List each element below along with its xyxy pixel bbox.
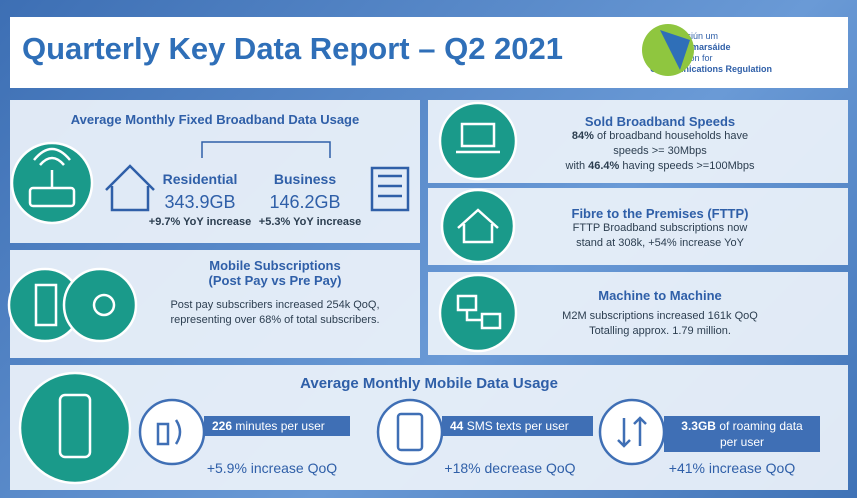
panel-title: Fibre to the Premises (FTTP) <box>571 206 749 221</box>
value: 343.9GB <box>164 192 236 212</box>
text: stand at 308k, +54% increase YoY <box>576 237 744 249</box>
title: Quarterly Key Data Report – Q2 2021 <box>22 31 564 66</box>
sold-speeds: Sold Broadband Speeds 84% of broadband h… <box>525 114 795 174</box>
text: Totalling approx. 1.79 million. <box>589 325 731 337</box>
text: Post pay subscribers increased 254k QoQ, <box>170 299 380 311</box>
fibre-icon <box>440 188 516 264</box>
m2m-icon <box>438 273 518 353</box>
panel-title: Average Monthly Mobile Data Usage <box>300 375 558 392</box>
item-bar: 226 minutes per user <box>204 416 350 436</box>
logo-icon <box>642 24 694 76</box>
label: Residential <box>162 171 238 187</box>
item-icon <box>376 398 444 466</box>
mobile-icon <box>18 371 132 485</box>
highlight: 46.4% <box>588 160 620 172</box>
text: representing over 68% of total subscribe… <box>170 314 380 326</box>
item-change: +5.9% increase QoQ <box>206 460 338 476</box>
panel-title: Average Monthly Fixed Broadband Data Usa… <box>70 112 360 127</box>
text: having speeds >=100Mbps <box>622 160 755 172</box>
text: FTTP Broadband subscriptions now <box>572 222 748 234</box>
item-bar: 3.3GB of roaming data per user <box>664 416 820 452</box>
text: of broadband households have <box>597 130 749 142</box>
item-text: minutes per user <box>235 419 325 433</box>
value: 146.2GB <box>269 192 341 212</box>
change: +9.7% YoY increase <box>148 216 252 228</box>
m2m: Machine to Machine M2M subscriptions inc… <box>525 288 795 339</box>
item-value: 3.3GB <box>681 419 716 433</box>
speed-icon <box>438 101 518 181</box>
text: with 46.4% having speeds >=100Mbps <box>525 159 795 174</box>
house-icon <box>105 164 155 212</box>
text: M2M subscriptions increased 161k QoQ <box>562 310 758 322</box>
item-icon <box>138 398 206 466</box>
item-icon <box>598 398 666 466</box>
item-text: of roaming data per user <box>719 419 803 449</box>
bracket <box>201 141 331 158</box>
change: +5.3% YoY increase <box>258 216 362 228</box>
text: speeds >= 30Mbps <box>613 145 707 157</box>
highlight: 84% <box>571 130 594 142</box>
panel-title: Sold Broadband Speeds <box>584 114 736 129</box>
item-value: 44 <box>450 419 464 433</box>
item-value: 226 <box>212 419 233 433</box>
fttp: Fibre to the Premises (FTTP) FTTP Broadb… <box>525 206 795 251</box>
panel-title: (Post Pay vs Pre Pay) <box>208 273 342 288</box>
label: Business <box>273 171 337 187</box>
text: with <box>565 160 586 172</box>
logo-line: Communications Regulation <box>650 64 773 74</box>
item-change: +18% decrease QoQ <box>444 460 576 476</box>
item-text: SMS texts per user <box>466 419 569 433</box>
item-change: +41% increase QoQ <box>668 460 796 476</box>
panel-title: Mobile Subscriptions <box>209 258 341 273</box>
building-icon <box>370 166 410 212</box>
mobile-subs: Mobile Subscriptions (Post Pay vs Pre Pa… <box>140 258 410 328</box>
panel-title: Machine to Machine <box>598 288 722 303</box>
phone-icon <box>62 267 138 343</box>
text: 84% of broadband households have <box>525 129 795 144</box>
item-bar: 44 SMS texts per user <box>442 416 593 436</box>
header: Quarterly Key Data Report – Q2 2021 An C… <box>10 17 848 88</box>
